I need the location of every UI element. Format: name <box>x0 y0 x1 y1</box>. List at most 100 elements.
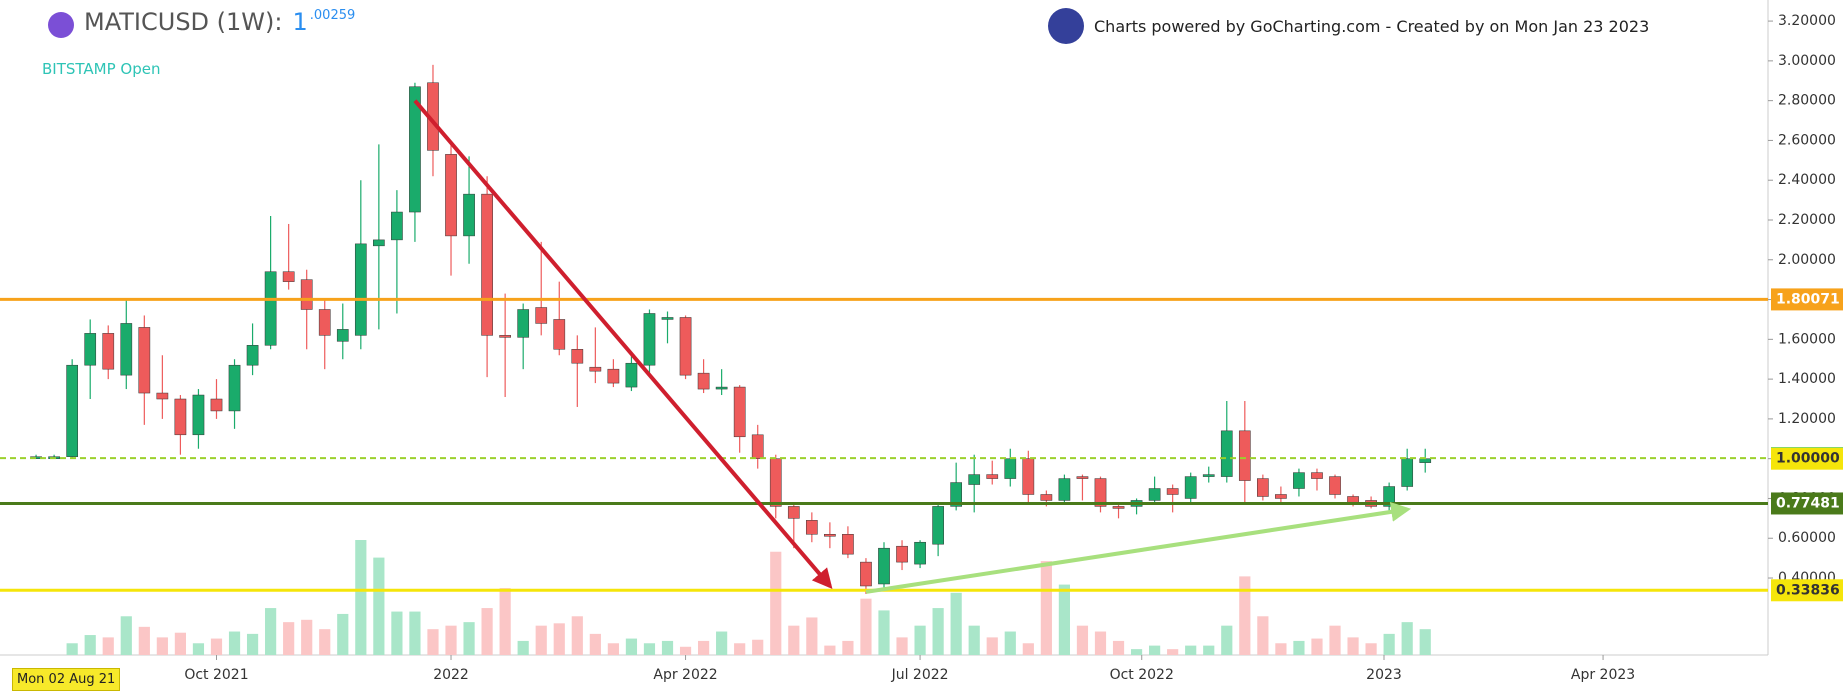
candle-body <box>842 534 854 555</box>
candle-body <box>607 368 620 384</box>
volume-bar <box>1040 561 1052 655</box>
volume-bar <box>968 625 980 655</box>
volume-bar <box>1419 629 1431 655</box>
price-tag <box>1771 288 1843 311</box>
candle-body <box>860 561 872 587</box>
volume-bar <box>499 588 511 655</box>
volume-bar <box>373 557 385 655</box>
candle-body <box>1094 478 1107 507</box>
volume-bar <box>283 622 295 655</box>
candle-body <box>1275 494 1287 499</box>
volume-bar <box>1257 616 1269 655</box>
candle-body <box>210 398 223 412</box>
volume-bar <box>409 611 421 655</box>
volume-bar <box>1311 638 1323 655</box>
volume-bar <box>806 617 818 655</box>
y-tick-label: 1.60000 <box>1778 331 1836 347</box>
candle-body <box>1148 488 1161 501</box>
candle-body <box>354 243 367 336</box>
volume-bar <box>607 643 619 655</box>
candle-body <box>66 364 79 457</box>
candle-body <box>1004 458 1017 479</box>
volume-bar <box>355 540 367 655</box>
volume-bar <box>716 631 728 655</box>
candle-body <box>1220 430 1233 477</box>
volume-bar <box>120 616 132 655</box>
volume-bar <box>427 629 439 655</box>
volume-bar <box>679 646 692 655</box>
volume-bar <box>1185 645 1197 655</box>
candle-body <box>932 506 944 545</box>
volume-bar <box>752 639 764 655</box>
volume-bar <box>788 625 800 655</box>
candle-body <box>896 545 908 563</box>
symbol-icon <box>48 12 74 38</box>
x-tick-label: Apr 2023 <box>1571 667 1635 683</box>
candle-body <box>445 154 457 237</box>
candle-body <box>824 534 836 537</box>
volume-bar <box>697 640 710 655</box>
volume-bar <box>337 613 349 655</box>
candle-body <box>499 335 511 338</box>
candle-body <box>1166 488 1179 495</box>
candle-body <box>914 541 926 565</box>
y-tick-label: 1.20000 <box>1778 411 1836 427</box>
candle-body <box>1238 430 1251 481</box>
x-tick-label: Jul 2022 <box>891 667 949 683</box>
cursor-date: Mon 02 Aug 21 <box>12 668 121 691</box>
volume-bar <box>210 638 223 655</box>
candle-body <box>138 327 151 394</box>
x-tick-label: 2022 <box>433 667 469 683</box>
candle-body <box>120 323 133 376</box>
volume-bar <box>481 608 493 655</box>
candle-body <box>1058 478 1071 501</box>
candle-body <box>986 474 999 479</box>
volume-bar <box>950 592 962 655</box>
candle-body <box>589 366 602 372</box>
candle-body <box>1419 458 1432 463</box>
candle-body <box>733 386 746 438</box>
y-tick-label: 0.60000 <box>1778 530 1836 546</box>
y-tick-label: 2.00000 <box>1778 252 1836 268</box>
candle-body <box>228 364 241 412</box>
volume-bar <box>1022 643 1034 655</box>
price-fraction: .00259 <box>309 8 356 23</box>
y-tick-label: 2.80000 <box>1778 93 1836 109</box>
volume-bar <box>1112 640 1125 655</box>
volume-bar <box>1383 633 1395 655</box>
trend-arrow <box>865 501 1412 594</box>
volume-bar <box>896 637 908 655</box>
volume-bar <box>246 633 259 655</box>
candle-body <box>481 193 493 336</box>
candle-body <box>1383 486 1395 507</box>
candle-body <box>1311 472 1323 479</box>
candle-body <box>1040 494 1053 501</box>
price-tag-label: 0.33836 <box>1776 582 1840 598</box>
volume-bar <box>1149 645 1161 655</box>
candle-body <box>787 506 800 519</box>
price-tag <box>1771 447 1843 470</box>
volume-bar <box>734 643 746 655</box>
price-tag-label: 1.00000 <box>1776 451 1840 467</box>
volume-bar <box>301 619 313 655</box>
candle-body <box>805 520 818 535</box>
candle-body <box>409 86 421 213</box>
volume-bar <box>463 622 475 655</box>
candle-body <box>1184 476 1197 499</box>
volume-bar <box>391 611 403 655</box>
header: MATICUSD (1W): 1 .00259 <box>48 8 355 38</box>
volume-bar <box>1058 584 1071 655</box>
candle-body <box>769 458 782 507</box>
candle-body <box>84 333 97 366</box>
title: MATICUSD (1W): <box>84 8 283 36</box>
volume-bar <box>192 643 205 655</box>
x-tick-label: Apr 2022 <box>653 667 717 683</box>
price-tag <box>1771 492 1843 515</box>
candle-body <box>571 349 584 364</box>
volume-bar <box>571 616 583 655</box>
volume-bar <box>932 608 944 655</box>
volume-bar <box>1130 649 1143 655</box>
credit: Charts powered by GoCharting.com - Creat… <box>1048 8 1649 44</box>
